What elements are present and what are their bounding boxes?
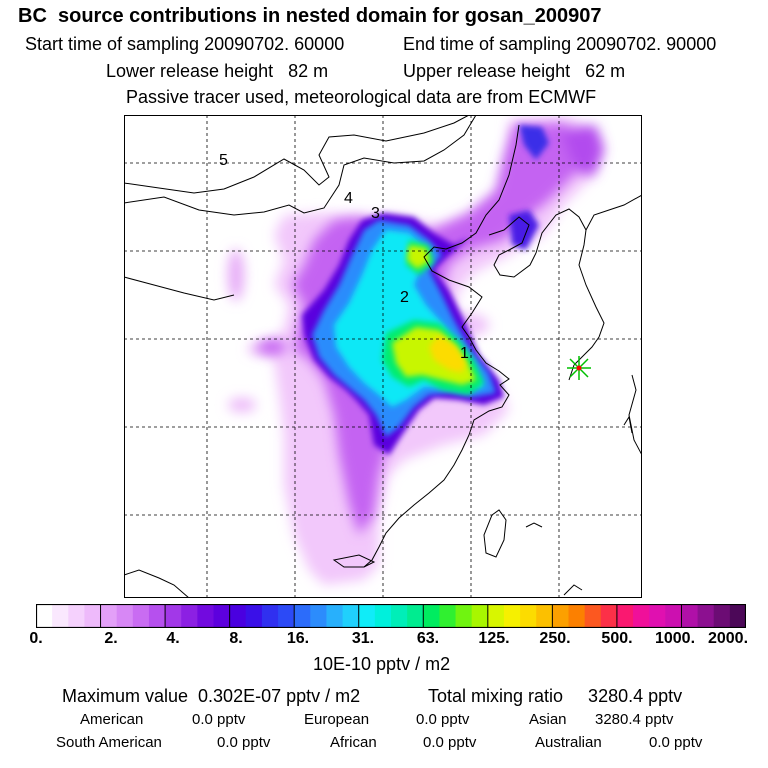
- colorbar-cell: [423, 604, 441, 628]
- colorbar-cell: [100, 604, 118, 628]
- colorbar-cell: [681, 604, 699, 628]
- region-value-european: 0.0 pptv: [416, 711, 470, 728]
- plot-title: BC source contributions in nested domain…: [18, 5, 602, 27]
- colorbar-cell: [407, 604, 424, 628]
- colorbar-cell: [391, 604, 408, 628]
- colorbar-cell: [713, 604, 731, 628]
- region-value-american: 0.0 pptv: [192, 711, 246, 728]
- region-value-asian: 3280.4 pptv: [595, 711, 674, 728]
- colorbar-cell: [487, 604, 505, 628]
- colorbar-cell: [536, 604, 553, 628]
- colorbar-cell: [665, 604, 683, 628]
- colorbar-tick: 2.: [104, 630, 118, 647]
- sampling-end-time: End time of sampling 20090702. 90000: [403, 34, 717, 54]
- total-mixing-ratio: Total mixing ratio 3280.4 pptv: [428, 686, 683, 706]
- colorbar-cell: [374, 604, 392, 628]
- colorbar-tick: 8.: [229, 630, 243, 647]
- colorbar-cell: [568, 604, 586, 628]
- colorbar-cell: [633, 604, 650, 628]
- marker-1: 1: [460, 345, 469, 362]
- colorbar-cell: [68, 604, 86, 628]
- map-frame: [124, 115, 642, 598]
- colorbar-cell: [455, 604, 473, 628]
- sampling-start-time: Start time of sampling 20090702. 60000: [25, 34, 345, 54]
- colorbar-cell: [132, 604, 150, 628]
- colorbar-cell: [197, 604, 215, 628]
- marker-5: 5: [219, 152, 228, 169]
- colorbar-cell: [471, 604, 489, 628]
- colorbar-cell: [294, 604, 311, 628]
- max-value: Maximum value 0.302E-07 pptv / m2: [62, 686, 361, 706]
- colorbar-cell: [148, 604, 166, 628]
- colorbar-tick: 16.: [286, 630, 310, 647]
- colorbar-tick: 2000.: [707, 630, 749, 647]
- colorbar-cell: [697, 604, 715, 628]
- colorbar-cell: [342, 604, 360, 628]
- colorbar-tick: 0.: [29, 630, 43, 647]
- colorbar-cell: [552, 604, 570, 628]
- color-scale-bar: [36, 604, 746, 628]
- colorbar-cell: [261, 604, 279, 628]
- colorbar-cell: [358, 604, 376, 628]
- source-contribution-map: 1 2 3 4 5: [124, 115, 642, 598]
- region-name-asian: Asian: [529, 711, 567, 728]
- colorbar-cell: [181, 604, 198, 628]
- region-value-african: 0.0 pptv: [423, 734, 477, 751]
- region-value-south-american: 0.0 pptv: [217, 734, 271, 751]
- region-name-african: African: [330, 734, 377, 751]
- colorbar-cell: [245, 604, 263, 628]
- colorbar-cell: [52, 604, 69, 628]
- region-name-south-american: South American: [56, 734, 162, 751]
- region-name-european: European: [304, 711, 370, 728]
- colorbar-cell: [165, 604, 182, 628]
- colorbar-units: 10E-10 pptv / m2: [313, 654, 451, 674]
- region-name-australian: Australian: [535, 734, 602, 751]
- colorbar-cell: [36, 604, 53, 628]
- lower-release-height: Lower release height 82 m: [106, 61, 329, 81]
- star-burst-icon: [567, 356, 591, 380]
- colorbar-cell: [600, 604, 618, 628]
- colorbar-cell: [229, 604, 247, 628]
- graticule: [124, 115, 642, 598]
- marker-2: 2: [400, 289, 409, 306]
- colorbar-cell: [584, 604, 602, 628]
- colorbar-cell: [326, 604, 344, 628]
- marker-3: 3: [371, 205, 380, 222]
- colorbar-tick: 4.: [166, 630, 180, 647]
- colorbar-cell: [84, 604, 102, 628]
- colorbar-tick: 31.: [351, 630, 375, 647]
- colorbar-tick: 63.: [416, 630, 440, 647]
- upper-release-height: Upper release height 62 m: [403, 61, 626, 81]
- tracer-note: Passive tracer used, meteorological data…: [126, 87, 597, 107]
- colorbar-cell: [503, 604, 521, 628]
- colorbar-cell: [616, 604, 634, 628]
- colorbar-cell: [439, 604, 457, 628]
- colorbar-tick: 125.: [478, 630, 510, 647]
- marker-4: 4: [344, 190, 353, 207]
- colorbar-cell: [116, 604, 134, 628]
- coastlines: [124, 115, 642, 598]
- colorbar-cell: [520, 604, 537, 628]
- colorbar-cell: [278, 604, 295, 628]
- colorbar-tick: 500.: [601, 630, 633, 647]
- colorbar-cell: [649, 604, 666, 628]
- colorbar-tick: 250.: [539, 630, 571, 647]
- colorbar-cell: [729, 604, 746, 628]
- region-name-american: American: [80, 711, 144, 728]
- colorbar-tick: 1000.: [654, 630, 696, 647]
- region-value-australian: 0.0 pptv: [649, 734, 703, 751]
- colorbar-cell: [310, 604, 328, 628]
- colorbar-cell: [213, 604, 231, 628]
- concentration-plume: [228, 118, 604, 585]
